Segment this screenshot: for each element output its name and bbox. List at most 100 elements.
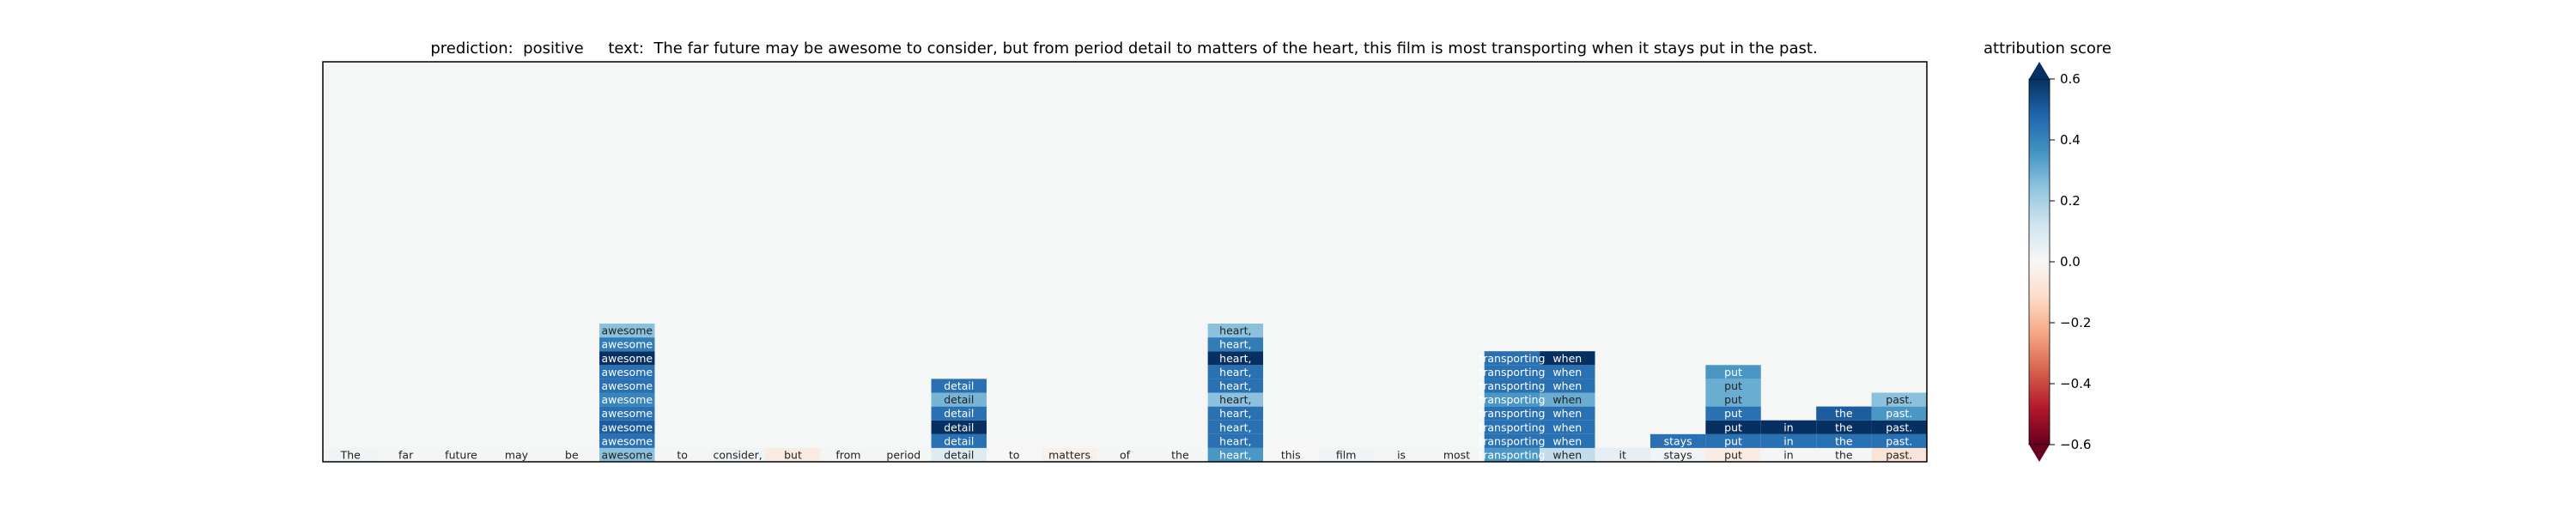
attribution-label: past. [1886,434,1912,447]
attribution-label: heart, [1219,352,1251,365]
plot-frame [322,61,1928,463]
token-label: this [1281,448,1301,461]
token-label: but [784,448,802,461]
attribution-label: heart, [1219,407,1251,420]
attribution-label: awesome [601,407,653,420]
attribution-label: detail [944,379,974,392]
attribution-label: put [1724,407,1742,420]
token-label: be [565,448,579,461]
token-cell [378,447,434,462]
attribution-label: put [1724,393,1742,406]
token-label: film [1336,448,1357,461]
attribution-label: transporting [1479,421,1545,433]
attribution-cell [1760,433,1817,448]
attribution-cell [1705,406,1761,421]
token-cell [1816,447,1872,462]
attribution-cell [1484,406,1540,421]
attribution-cell [1871,392,1927,407]
attribution-cell [1816,406,1872,421]
colorbar: 0.6 0.4 0.2 0.0 −0.2 −0.4 −0.6 [2028,62,2091,462]
attribution-label: when [1552,352,1582,365]
token-label: it [1619,448,1626,461]
attribution-cell [1207,433,1264,448]
attribution-label: awesome [601,434,653,447]
attribution-cell [931,433,987,448]
attribution-label: when [1552,393,1582,406]
attribution-label: the [1835,407,1853,420]
token-label: stays [1664,448,1692,461]
token-label: far [398,448,414,461]
token-label: transporting [1479,448,1545,461]
attribution-cell [1484,379,1540,393]
attribution-cell [599,337,655,352]
attribution-cell [1207,337,1264,352]
colorbar-tick-label: 0.6 [2060,71,2081,87]
attribution-label: when [1552,366,1582,379]
attribution-cell [1540,379,1595,393]
attribution-cell [1816,433,1872,448]
token-label: heart, [1219,448,1251,461]
attribution-cell [1207,365,1264,379]
attribution-label: past. [1886,393,1912,406]
token-label: of [1120,448,1131,461]
token-label: may [505,448,529,461]
token-cell [986,447,1042,462]
token-label: when [1552,448,1582,461]
attribution-label: heart, [1219,421,1251,433]
attribution-label: awesome [601,338,653,351]
token-cell [1540,447,1595,462]
attribution-cell [1540,392,1595,407]
token-cell [1042,447,1097,462]
attribution-cell [931,406,987,421]
attribution-cell [1871,433,1927,448]
attribution-label: transporting [1479,379,1545,392]
attribution-label: transporting [1479,434,1545,447]
token-cell [1207,447,1264,462]
attribution-cell [599,420,655,434]
token-cell [1871,447,1927,462]
attribution-label: the [1835,434,1853,447]
token-label: to [677,448,688,461]
attribution-cell [1207,420,1264,434]
token-label: The [340,448,361,461]
attribution-cell [1705,392,1761,407]
attribution-label: put [1724,379,1742,392]
attribution-label: heart, [1219,338,1251,351]
token-label: from [835,448,860,461]
attribution-label: detail [944,393,974,406]
attribution-cell [1540,406,1595,421]
token-cell [1705,447,1761,462]
attribution-label: awesome [601,393,653,406]
token-cell [323,447,379,462]
plot-background [323,62,1927,462]
token-label: in [1783,448,1793,461]
attribution-label: transporting [1479,407,1545,420]
attribution-label: heart, [1219,366,1251,379]
token-label: past. [1886,448,1912,461]
token-cell [1649,447,1706,462]
token-cell [1263,447,1319,462]
token-cell [599,447,655,462]
attribution-cell [1871,420,1927,434]
attribution-cell [1540,433,1595,448]
attribution-label: when [1552,407,1582,420]
attribution-cell [931,379,987,393]
attribution-cell [1207,324,1264,338]
attribution-cell [1484,420,1540,434]
attribution-label: transporting [1479,352,1545,365]
attribution-label: awesome [601,352,653,365]
attribution-label: the [1835,421,1853,433]
attribution-cell [1484,351,1540,366]
chart-title: prediction: positive text: The far futur… [430,39,1818,58]
token-cell [1484,447,1540,462]
attribution-cell [599,365,655,379]
attribution-cell [1484,365,1540,379]
token-label: most [1443,448,1470,461]
attribution-cell [1705,420,1761,434]
token-cell [654,447,710,462]
token-cell [1760,447,1817,462]
attribution-label: detail [944,421,974,433]
attribution-cell [931,392,987,407]
attribution-label: heart, [1219,393,1251,406]
